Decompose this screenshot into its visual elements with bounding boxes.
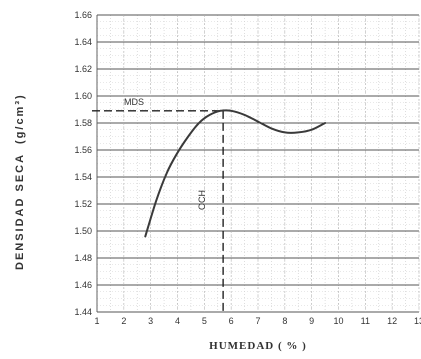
x-axis-title: HUMEDAD ( % ): [209, 340, 307, 352]
x-tick-label: 9: [309, 316, 314, 326]
x-tick-label: 3: [148, 316, 153, 326]
y-tick-label: 1.64: [74, 37, 92, 47]
y-tick-label: 1.62: [74, 64, 92, 74]
x-tick-label: 1: [94, 316, 99, 326]
x-tick-label: 12: [387, 316, 397, 326]
reference-lines: [92, 110, 224, 312]
y-tick-label: 1.56: [74, 145, 92, 155]
och-label: OCH: [197, 190, 207, 210]
y-tick-labels: 1.44 1.46 1.48 1.50 1.52 1.54 1.56 1.58 1.60 1.62…: [74, 10, 92, 317]
x-tick-label: 6: [229, 316, 234, 326]
major-grid: [96, 14, 420, 313]
x-tick-label: 2: [121, 316, 126, 326]
y-axis-title: DENSIDAD SECA: [14, 153, 26, 270]
y-axis-unit: (g/cm³): [14, 93, 26, 144]
series-group: [144, 109, 327, 238]
y-tick-label: 1.46: [74, 280, 92, 290]
y-tick-label: 1.54: [74, 172, 92, 182]
x-tick-label: 5: [202, 316, 207, 326]
y-tick-label: 1.48: [74, 253, 92, 263]
x-tick-label: 13: [414, 316, 421, 326]
x-tick-label: 11: [361, 316, 370, 326]
compaction-curve: [144, 109, 327, 238]
y-tick-label: 1.66: [74, 10, 92, 20]
x-tick-label: 4: [175, 316, 180, 326]
x-tick-label: 7: [255, 316, 260, 326]
y-tick-label: 1.58: [74, 118, 92, 128]
y-tick-label: 1.50: [74, 226, 92, 236]
y-tick-label: 1.52: [74, 199, 92, 209]
mds-label: MDS: [124, 97, 144, 107]
x-tick-labels: 12345678910111213: [94, 316, 421, 326]
x-tick-label: 8: [282, 316, 287, 326]
y-tick-label: 1.44: [74, 307, 92, 317]
y-tick-label: 1.60: [74, 91, 92, 101]
x-tick-label: 10: [333, 316, 343, 326]
